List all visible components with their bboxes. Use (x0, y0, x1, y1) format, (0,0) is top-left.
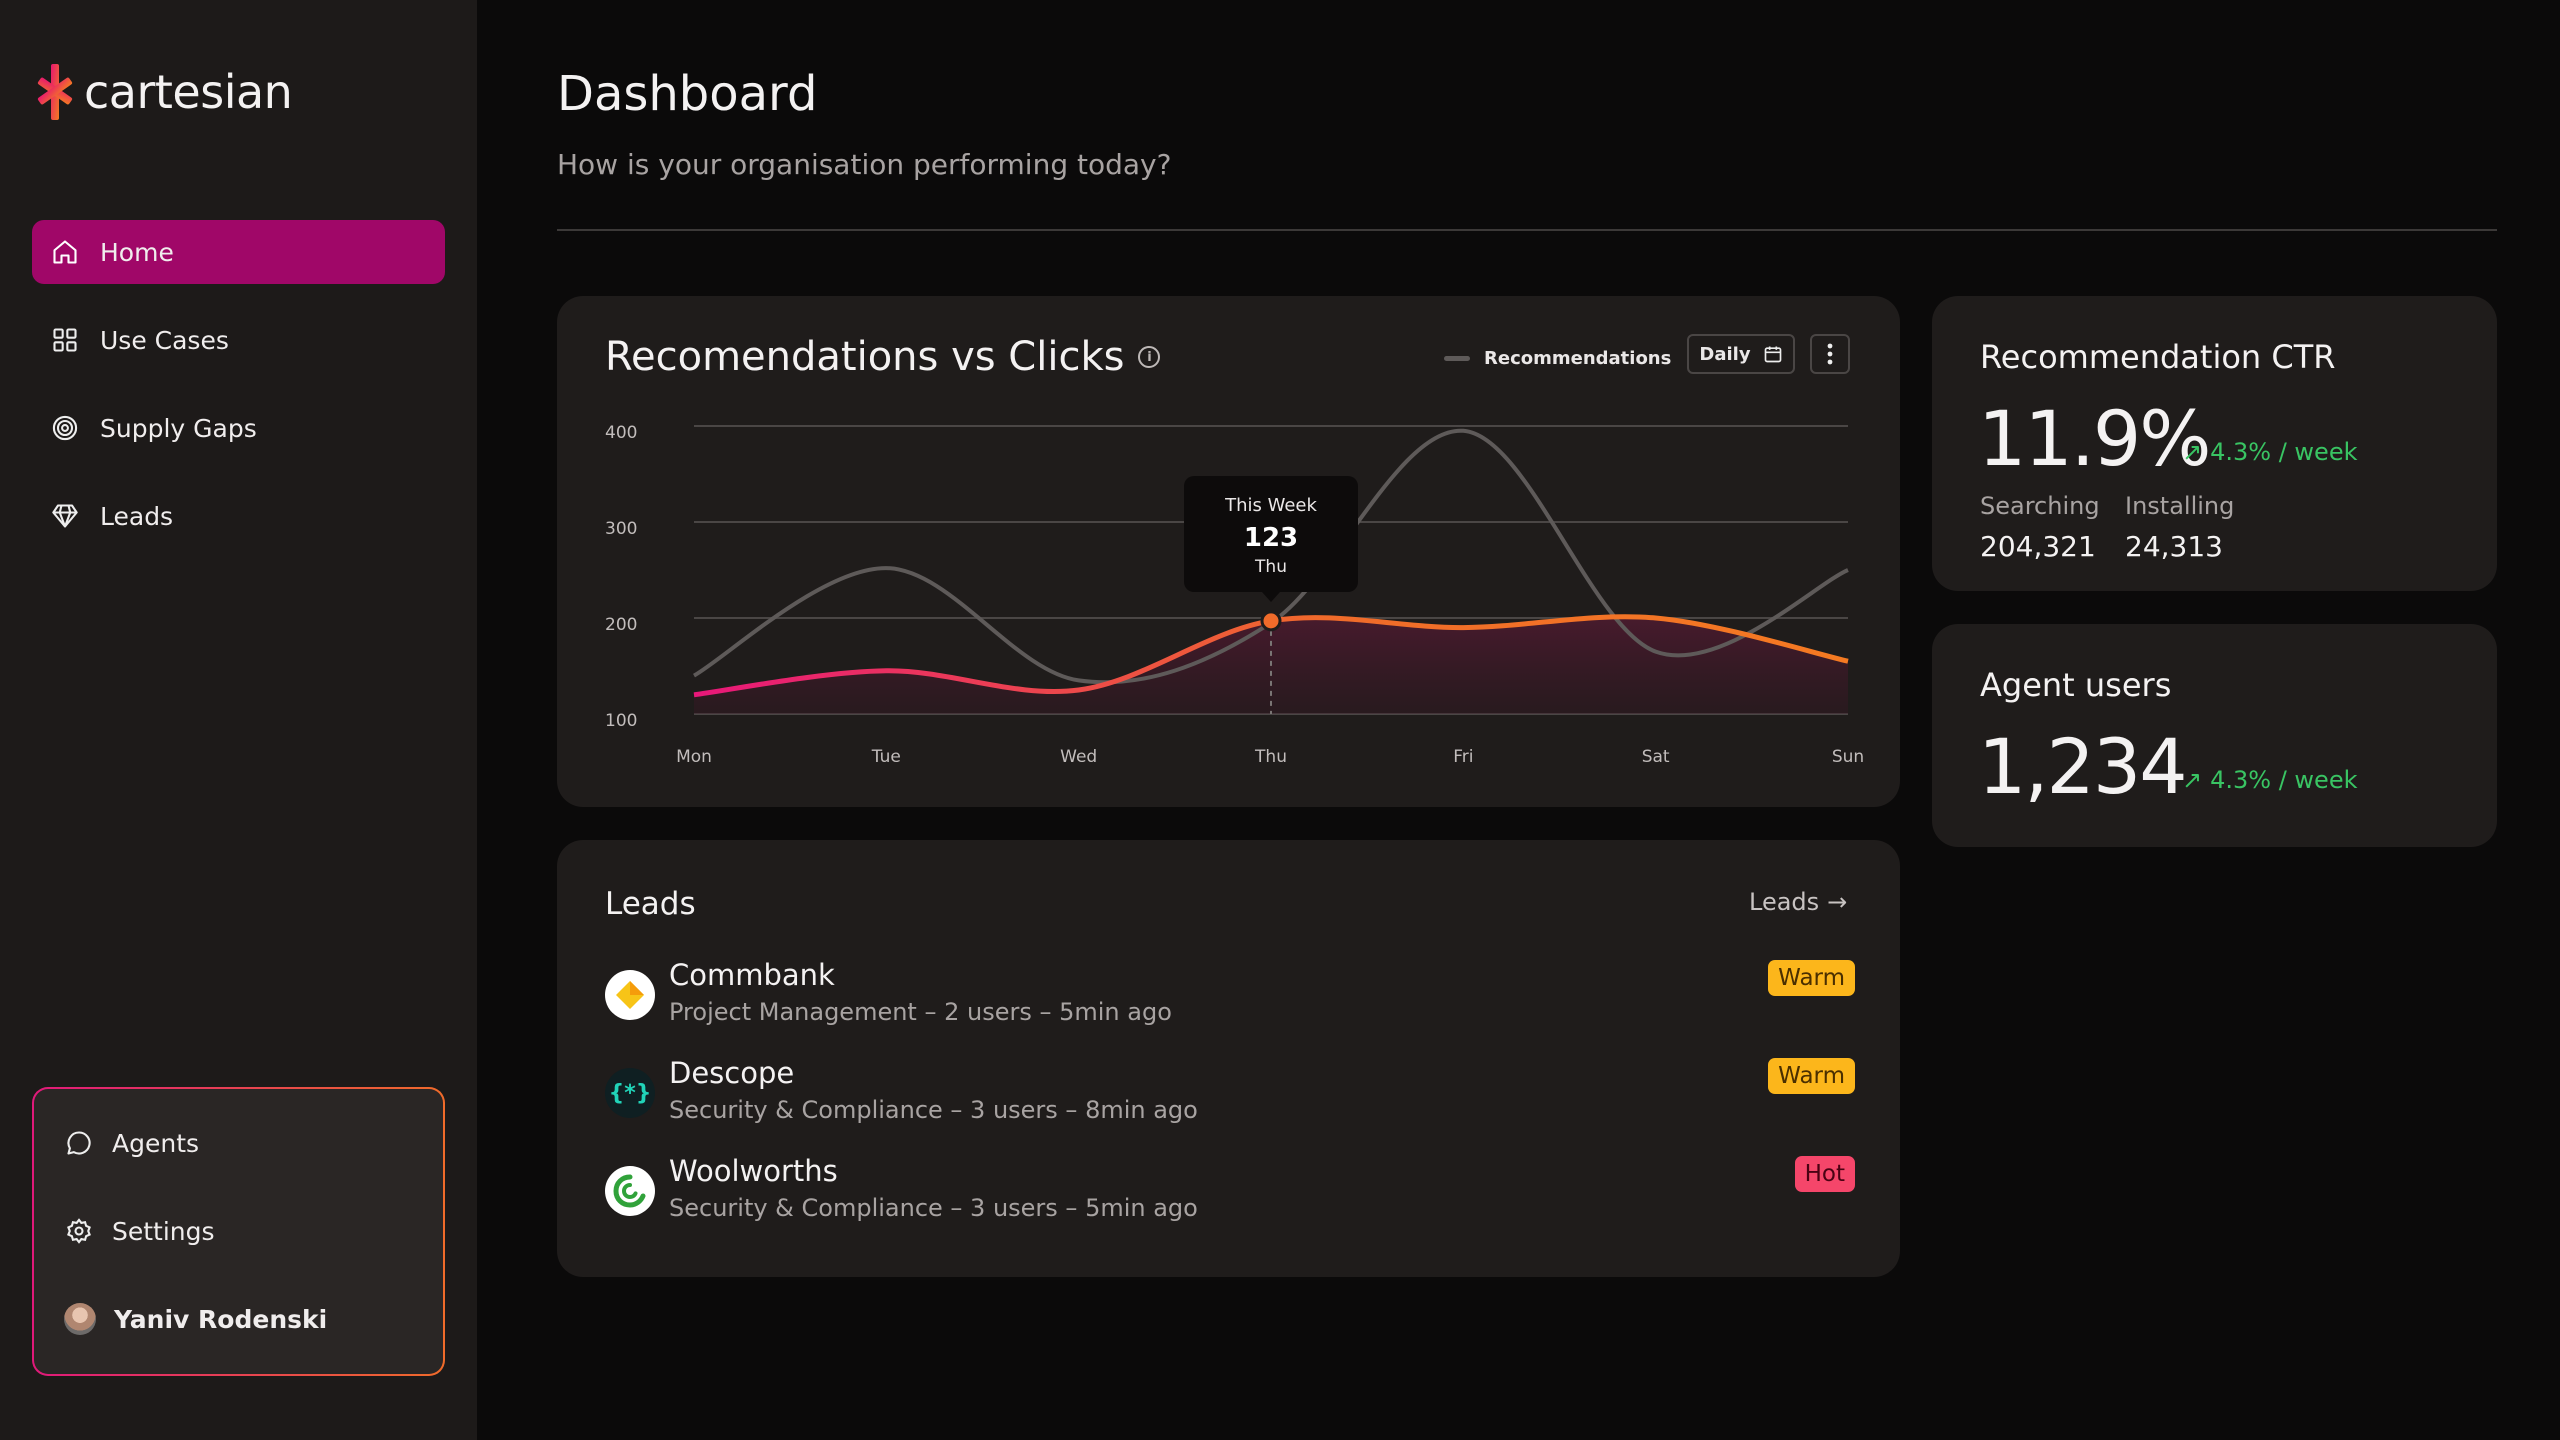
nav-label-leads: Leads (100, 501, 174, 531)
calendar-icon (1764, 346, 1781, 363)
x-tick-label: Wed (1060, 747, 1097, 767)
leads-link[interactable]: Leads → (1749, 888, 1847, 916)
arrow-right-icon: → (1827, 888, 1848, 916)
nav-item-home[interactable]: Home (32, 220, 445, 284)
agent-users-delta: ↗ 4.3% / week (2182, 766, 2357, 794)
cartesian-logo-icon (37, 64, 73, 120)
searching-label: Searching (1980, 492, 2100, 520)
legend-label-recommendations: Recommendations (1484, 348, 1672, 369)
avatar (64, 1303, 96, 1335)
bottom-panel: Agents Settings Yaniv Rodenski (32, 1087, 445, 1376)
line-chart: 100 200 300 400 Mon Tue Wed Thu Fri Sat Sun This We… (605, 423, 1864, 767)
tooltip-pointer (1262, 592, 1280, 602)
leads-card: Leads Leads → Commbank Project Managemen… (557, 840, 1900, 1277)
x-tick-label: Mon (676, 747, 712, 767)
info-icon[interactable]: i (1138, 346, 1161, 368)
grid-icon (50, 325, 80, 355)
period-select-button[interactable]: Daily (1687, 334, 1795, 374)
chart-title: Recomendations vs Clicks i (605, 334, 1161, 380)
commbank-logo (605, 970, 655, 1020)
ctr-card: Recommendation CTR 11.9% ↗ 4.3% / week S… (1932, 296, 2497, 591)
y-tick-label: 400 (605, 423, 637, 443)
lead-meta: Security & Compliance – 3 users – 5min a… (669, 1194, 1198, 1222)
x-tick-label: Fri (1453, 747, 1473, 767)
installing-value: 24,313 (2125, 530, 2223, 563)
nav-label-supply-gaps: Supply Gaps (100, 413, 257, 443)
y-tick-label: 300 (605, 519, 637, 539)
nav-label-home: Home (100, 237, 174, 267)
user-name: Yaniv Rodenski (114, 1304, 328, 1334)
page-title: Dashboard (557, 66, 818, 122)
chat-bubble-icon (64, 1128, 94, 1158)
y-tick-label: 200 (605, 615, 637, 635)
nav-item-supply-gaps[interactable]: Supply Gaps (32, 396, 445, 460)
nav-item-agents[interactable]: Agents (34, 1111, 443, 1175)
diamond-icon (50, 501, 80, 531)
ctr-value: 11.9% (1978, 394, 2211, 483)
status-badge: Warm (1768, 960, 1855, 996)
gear-icon (64, 1216, 94, 1246)
searching-value: 204,321 (1980, 530, 2096, 563)
descope-logo: {*} (605, 1068, 655, 1118)
target-icon (50, 413, 80, 443)
period-label: Daily (1699, 343, 1751, 365)
main-nav: Home Use Cases Supply Gaps Leads (32, 220, 445, 572)
page-subtitle: How is your organisation performing toda… (557, 148, 1172, 181)
home-icon (50, 237, 80, 267)
nav-item-use-cases[interactable]: Use Cases (32, 308, 445, 372)
lead-meta: Security & Compliance – 3 users – 8min a… (669, 1096, 1198, 1124)
x-tick-label: Sun (1832, 747, 1864, 767)
woolworths-logo (605, 1166, 655, 1216)
highlight-point (1260, 610, 1282, 632)
status-badge: Warm (1768, 1058, 1855, 1094)
lead-name: Descope (669, 1056, 795, 1090)
nav-label-use-cases: Use Cases (100, 325, 229, 355)
trend-up-icon: ↗ (2182, 766, 2203, 794)
status-badge: Hot (1794, 1156, 1855, 1192)
series-line-recommendations (693, 428, 1849, 685)
lead-name: Woolworths (669, 1154, 838, 1188)
lead-row[interactable]: {*} Descope Security & Compliance – 3 us… (605, 1056, 1855, 1136)
kebab-menu-icon (1827, 343, 1833, 365)
nav-label-agents: Agents (112, 1128, 200, 1158)
trend-up-icon: ↗ (2182, 438, 2203, 466)
brand-logo[interactable]: cartesian (34, 62, 293, 122)
legend-swatch-recommendations (1444, 356, 1470, 361)
nav-item-leads[interactable]: Leads (32, 484, 445, 548)
lead-name: Commbank (669, 958, 835, 992)
more-options-button[interactable] (1810, 334, 1850, 374)
lead-row[interactable]: Commbank Project Management – 2 users – … (605, 958, 1855, 1038)
brand-name: cartesian (84, 65, 293, 119)
y-tick-label: 100 (605, 711, 637, 731)
tooltip-heading: This Week (1224, 495, 1317, 516)
nav-label-settings: Settings (112, 1216, 215, 1246)
agent-users-delta-text: 4.3% / week (2210, 766, 2358, 794)
x-tick-label: Sat (1642, 747, 1670, 767)
sidebar: cartesian Home Use Cases Supply Gaps (0, 0, 477, 1440)
installing-label: Installing (2125, 492, 2235, 520)
tooltip-day: Thu (1254, 557, 1287, 577)
lead-meta: Project Management – 2 users – 5min ago (669, 998, 1172, 1026)
header-divider (557, 229, 2497, 231)
tooltip-box (1184, 476, 1358, 592)
ctr-delta: ↗ 4.3% / week (2182, 438, 2357, 466)
ctr-delta-text: 4.3% / week (2210, 438, 2358, 466)
leads-link-label: Leads (1749, 888, 1820, 916)
agent-users-card: Agent users 1,234 ↗ 4.3% / week (1932, 624, 2497, 847)
nav-item-settings[interactable]: Settings (34, 1199, 443, 1263)
ctr-title: Recommendation CTR (1980, 338, 2336, 376)
agent-users-title: Agent users (1980, 666, 2172, 704)
chart-card: 100 200 300 400 Mon Tue Wed Thu Fri Sat Sun This We… (557, 296, 1900, 807)
chart-title-text: Recomendations vs Clicks (605, 334, 1125, 380)
agent-users-value: 1,234 (1978, 722, 2188, 811)
chart-legend: Recommendations (1444, 348, 1671, 369)
main-content: Dashboard How is your organisation perfo… (477, 0, 2560, 1440)
leads-title: Leads (605, 886, 696, 922)
lead-row[interactable]: Woolworths Security & Compliance – 3 use… (605, 1154, 1855, 1234)
x-tick-label: Thu (1254, 747, 1287, 767)
tooltip-value: 123 (1244, 523, 1298, 553)
x-tick-label: Tue (871, 747, 901, 767)
user-profile[interactable]: Yaniv Rodenski (34, 1287, 443, 1351)
